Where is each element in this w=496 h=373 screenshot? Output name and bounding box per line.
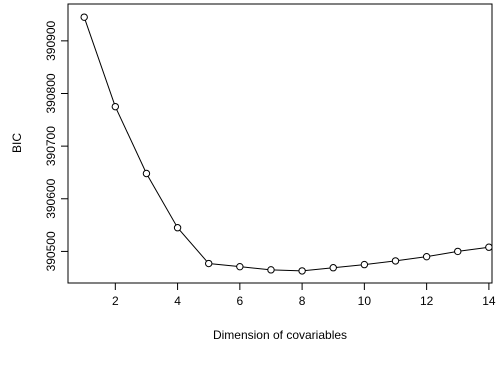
data-point <box>360 260 369 269</box>
data-point <box>267 266 275 274</box>
y-tick-label: 390800 <box>44 73 58 113</box>
y-tick-label: 390900 <box>44 21 58 61</box>
data-point <box>173 224 182 232</box>
data-point <box>298 267 306 275</box>
y-axis: 390500 390600 390700 390800 390900 <box>44 21 68 271</box>
x-tick-label: 14 <box>482 294 496 308</box>
y-tick-label: 390600 <box>44 178 58 218</box>
x-tick-label: 10 <box>358 294 372 308</box>
x-tick-label: 2 <box>112 294 119 308</box>
data-point <box>111 102 120 111</box>
data-point <box>142 169 151 178</box>
x-tick-label: 8 <box>299 294 306 308</box>
x-tick-label: 12 <box>420 294 434 308</box>
series-line <box>83 16 489 272</box>
data-point <box>236 262 244 271</box>
y-axis-title: BIC <box>10 133 24 153</box>
x-axis: 2 4 6 8 10 12 14 <box>112 283 496 308</box>
data-points <box>80 13 493 275</box>
data-point <box>391 257 400 265</box>
x-axis-title: Dimension of covariables <box>213 328 347 342</box>
y-tick-label: 390500 <box>44 231 58 271</box>
data-point <box>454 247 462 256</box>
x-tick-label: 4 <box>174 294 181 308</box>
data-point <box>422 252 431 261</box>
x-tick-label: 6 <box>236 294 243 308</box>
data-point <box>205 259 213 268</box>
y-tick-label: 390700 <box>44 126 58 166</box>
data-point <box>485 243 493 251</box>
data-point <box>80 13 88 21</box>
plot-frame <box>67 3 493 284</box>
data-point <box>329 264 337 272</box>
